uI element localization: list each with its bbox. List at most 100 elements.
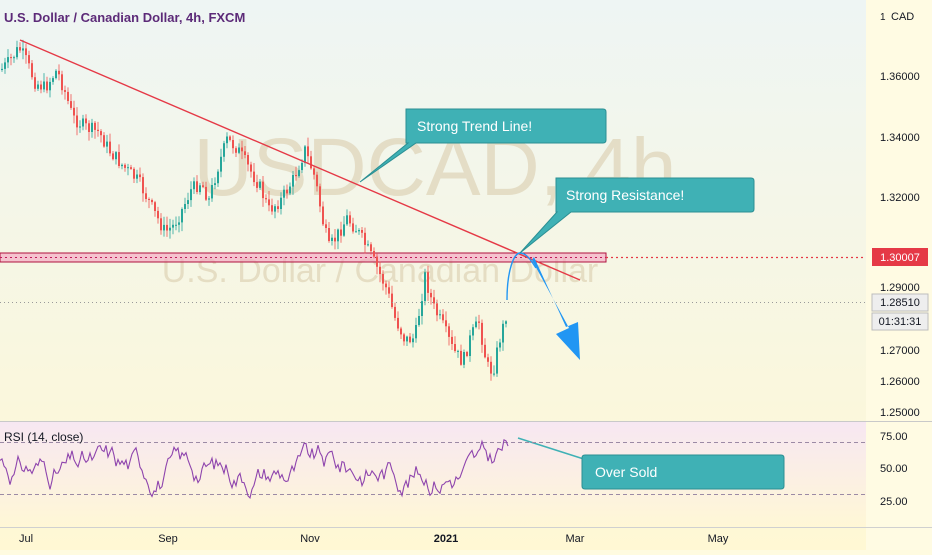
callout-strong-trend-line bbox=[359, 108, 607, 183]
callout-over-sold-text: Over Sold bbox=[595, 464, 657, 480]
candle-body bbox=[127, 167, 129, 169]
candle-body bbox=[10, 57, 12, 59]
candle-body bbox=[241, 147, 243, 152]
candle-body bbox=[112, 153, 114, 160]
candle-body bbox=[100, 131, 102, 136]
candle-body bbox=[7, 57, 9, 63]
candle-body bbox=[121, 164, 123, 167]
candle-body bbox=[295, 175, 297, 177]
candle-body bbox=[397, 317, 399, 329]
rsi-tick-label: 75.00 bbox=[880, 431, 908, 443]
axis-mark-1: 1 bbox=[880, 12, 886, 23]
candle-body bbox=[340, 229, 342, 236]
time-axis[interactable]: Jul Sep Nov 2021 Mar May bbox=[19, 533, 729, 545]
candle-body bbox=[229, 136, 231, 140]
candle-body bbox=[277, 206, 279, 209]
candle-body bbox=[151, 200, 153, 203]
candle-body bbox=[88, 123, 90, 132]
price-axis[interactable]: 1.36000 1.34000 1.32000 1.29000 1.27000 1.260… bbox=[880, 71, 920, 419]
candle-body bbox=[430, 292, 432, 298]
candle-body bbox=[322, 206, 324, 225]
candle-body bbox=[331, 237, 333, 241]
bar-countdown-badge bbox=[871, 312, 929, 331]
candle-body bbox=[457, 350, 459, 352]
down-arrow bbox=[532, 257, 580, 360]
time-tick-label: Nov bbox=[300, 533, 320, 545]
candle-body bbox=[220, 156, 222, 172]
candle-body bbox=[133, 168, 135, 179]
candle-body bbox=[208, 198, 210, 200]
last-price-badge-text: 1.28510 bbox=[880, 297, 920, 309]
rsi-tick-label: 50.00 bbox=[880, 463, 908, 475]
candle-body bbox=[37, 84, 39, 89]
candle-body bbox=[349, 215, 351, 224]
candle-body bbox=[448, 326, 450, 337]
candle-body bbox=[259, 181, 261, 188]
candle-body bbox=[175, 224, 177, 226]
candle-body bbox=[16, 47, 18, 58]
candle-body bbox=[139, 174, 141, 178]
candle-body bbox=[19, 47, 21, 51]
candle-body bbox=[154, 202, 156, 211]
candle-body bbox=[76, 115, 78, 128]
candle-body bbox=[94, 122, 96, 130]
candle-body bbox=[256, 182, 258, 188]
price-tick-label: 1.32000 bbox=[880, 192, 920, 204]
bar-countdown-text: 01:31:31 bbox=[879, 316, 922, 328]
candle-body bbox=[382, 274, 384, 284]
callout-over-sold-pointer bbox=[517, 437, 591, 462]
candle-body bbox=[223, 143, 225, 157]
candle-body bbox=[196, 181, 198, 192]
candle-body bbox=[130, 167, 132, 169]
candle-body bbox=[85, 118, 87, 124]
candle-body bbox=[490, 361, 492, 374]
candle-body bbox=[391, 293, 393, 307]
candle-body bbox=[40, 84, 42, 90]
candle-body bbox=[379, 266, 381, 275]
candle-body bbox=[280, 197, 282, 209]
rsi-tick-label: 25.00 bbox=[880, 496, 908, 508]
candle-body bbox=[34, 77, 36, 89]
candle-body bbox=[283, 189, 285, 198]
candle-body bbox=[316, 174, 318, 187]
candle-body bbox=[403, 334, 405, 342]
candle-body bbox=[481, 322, 483, 345]
currency-label: CAD bbox=[891, 11, 914, 23]
candle-body bbox=[292, 175, 294, 187]
candle-body bbox=[79, 126, 81, 128]
candle-body bbox=[178, 222, 180, 225]
candle-body bbox=[463, 352, 465, 365]
callout-strong-resistance-text: Strong Resistance! bbox=[566, 187, 684, 203]
trend-line[interactable] bbox=[19, 39, 581, 281]
last-price-badge bbox=[871, 293, 929, 312]
candle-body bbox=[409, 336, 411, 343]
candle-body bbox=[415, 325, 417, 339]
candle-body bbox=[226, 136, 228, 144]
candle-body bbox=[199, 185, 201, 193]
candle-body bbox=[466, 352, 468, 356]
candle-body bbox=[211, 185, 213, 199]
candle-body bbox=[439, 314, 441, 316]
candle-body bbox=[214, 183, 216, 185]
candle-body bbox=[289, 186, 291, 194]
candle-body bbox=[304, 146, 306, 163]
candle-body bbox=[166, 224, 168, 231]
candle-body bbox=[202, 185, 204, 187]
candle-body bbox=[298, 170, 300, 177]
time-tick-label: Sep bbox=[158, 533, 178, 545]
candle-body bbox=[193, 181, 195, 190]
candle-body bbox=[22, 48, 24, 51]
candle-body bbox=[307, 146, 309, 157]
resistance-price-badge-text: 1.30007 bbox=[880, 252, 920, 264]
candle-body bbox=[205, 186, 207, 200]
candle-body bbox=[406, 336, 408, 342]
time-tick-label: Mar bbox=[566, 533, 585, 545]
candle-body bbox=[484, 344, 486, 358]
candle-body bbox=[451, 336, 453, 344]
candle-body bbox=[286, 189, 288, 194]
candle-body bbox=[424, 272, 426, 302]
candle-body bbox=[355, 231, 357, 233]
rsi-title: RSI (14, close) bbox=[4, 430, 83, 444]
candle-body bbox=[52, 78, 54, 82]
